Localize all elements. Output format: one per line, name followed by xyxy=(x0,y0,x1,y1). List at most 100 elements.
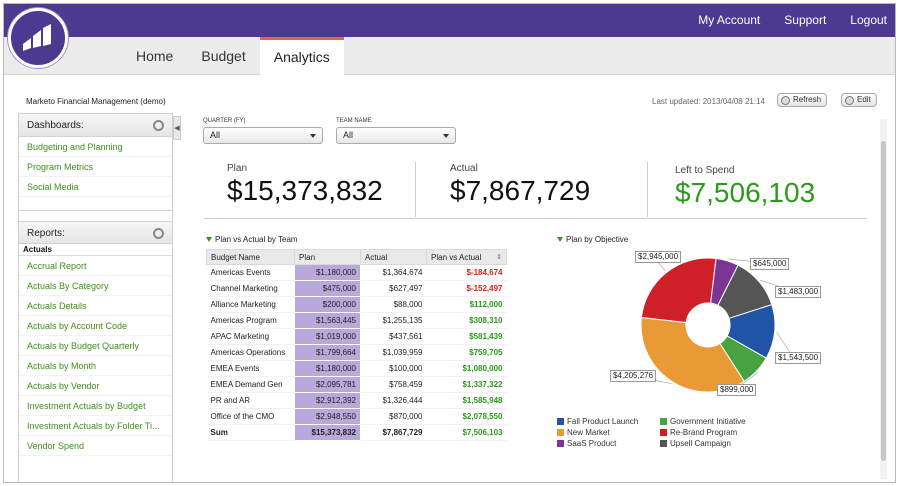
quarter-select[interactable]: All xyxy=(203,127,323,144)
table-sum-row: Sum $15,373,832 $7,867,729 $7,506,103 xyxy=(206,424,507,441)
team-select[interactable]: All xyxy=(336,127,456,144)
sidebar-item-report[interactable]: Investment Actuals by Folder Ti... xyxy=(19,416,172,436)
cell-variance: $-184,674 xyxy=(426,264,507,281)
legend-item[interactable]: Re-Brand Program xyxy=(660,428,770,437)
divider xyxy=(415,162,416,217)
sidebar-item-report[interactable]: Actuals by Budget Quarterly xyxy=(19,336,172,356)
kpi-left-value: $7,506,103 xyxy=(675,177,816,208)
filter-icon[interactable] xyxy=(206,237,212,242)
cell-variance: $112,000 xyxy=(426,296,507,313)
cell-sum-label: Sum xyxy=(206,424,295,441)
legend-item[interactable]: SaaS Product xyxy=(557,439,660,448)
table-title: Plan vs Actual by Team xyxy=(206,235,298,244)
tab-budget[interactable]: Budget xyxy=(201,48,246,64)
cell-variance: $581,439 xyxy=(426,328,507,345)
column-header-plan-vs-actual[interactable]: Plan vs Actual ⇕ xyxy=(426,249,507,265)
cell-name: PR and AR xyxy=(206,392,295,409)
column-header-plan[interactable]: Plan xyxy=(294,249,361,265)
donut-slice[interactable] xyxy=(717,264,773,319)
kpi-plan-value: $15,373,832 xyxy=(227,175,383,206)
sidebar-item-report[interactable]: Actuals by Vendor xyxy=(19,376,172,396)
sidebar-item-dashboard[interactable]: Program Metrics xyxy=(19,157,172,177)
legend-swatch xyxy=(660,418,667,425)
cell-actual: $627,497 xyxy=(360,280,427,297)
tab-home[interactable]: Home xyxy=(136,48,174,64)
cell-name: Americas Program xyxy=(206,312,295,329)
sidebar-item-dashboard[interactable]: Social Media xyxy=(19,177,172,197)
sidebar-item-report[interactable]: Actuals By Category xyxy=(19,276,172,296)
column-header-budget-name[interactable]: Budget Name xyxy=(206,249,295,265)
column-header-plan-vs-actual-label: Plan vs Actual xyxy=(431,252,482,262)
cell-plan: $1,019,000 xyxy=(294,328,361,345)
legend-item[interactable]: Government Initiative xyxy=(660,417,770,426)
gear-icon[interactable] xyxy=(153,120,164,131)
team-filter-label: TEAM NAME xyxy=(336,118,372,124)
edit-icon xyxy=(845,95,854,105)
slice-value-label: $899,000 xyxy=(717,384,757,396)
kpi-actual: Actual $7,867,729 xyxy=(450,163,590,207)
my-account-link[interactable]: My Account xyxy=(698,13,761,27)
cell-actual: $1,039,959 xyxy=(360,344,427,361)
table-row: EMEA Demand Gen $2,095,781 $758,459 $1,337,… xyxy=(206,376,507,393)
kpi-plan-label: Plan xyxy=(227,163,248,174)
chevron-left-icon: ◀ xyxy=(174,125,180,132)
cell-actual: $1,326,444 xyxy=(360,392,427,409)
logout-link[interactable]: Logout xyxy=(850,13,887,27)
legend-item[interactable]: Upsell Campaign xyxy=(660,439,770,448)
sidebar-item-report[interactable]: Actuals Details xyxy=(19,296,172,316)
cell-name: APAC Marketing xyxy=(206,328,295,345)
sidebar-item-report[interactable]: Vendor Spend xyxy=(19,436,172,456)
sidebar-item-report[interactable]: Actuals by Month xyxy=(19,356,172,376)
kpi-actual-value: $7,867,729 xyxy=(450,175,591,206)
legend-label: Government Initiative xyxy=(670,417,746,426)
cell-actual: $1,255,135 xyxy=(360,312,427,329)
table-row: PR and AR $2,912,392 $1,326,444 $1,585,948 xyxy=(206,392,507,409)
cell-variance: $1,337,322 xyxy=(426,376,507,393)
chart-legend: Fall Product Launch Government Initiativ… xyxy=(557,417,770,448)
filter-icon[interactable] xyxy=(557,237,563,242)
donut-slice[interactable] xyxy=(710,257,739,307)
donut-slice[interactable] xyxy=(640,257,717,324)
collapse-sidebar-button[interactable]: ◀ xyxy=(173,116,181,140)
table-row: APAC Marketing $1,019,000 $437,561 $581,439 xyxy=(206,328,507,345)
cell-sum-actual: $7,867,729 xyxy=(360,424,427,441)
scrollbar[interactable] xyxy=(880,119,887,479)
cell-actual: $88,000 xyxy=(360,296,427,313)
sort-icon[interactable]: ⇕ xyxy=(496,253,502,261)
refresh-icon xyxy=(781,95,790,105)
cell-sum-variance: $7,506,103 xyxy=(426,424,507,441)
cell-plan: $200,000 xyxy=(294,296,361,313)
column-header-actual[interactable]: Actual xyxy=(360,249,427,265)
legend-label: SaaS Product xyxy=(567,439,617,448)
divider xyxy=(19,197,172,211)
quarter-filter-label: QUARTER (FY) xyxy=(203,118,246,124)
table-row: Channel Marketing $475,000 $627,497 $-152,4… xyxy=(206,280,507,297)
support-link[interactable]: Support xyxy=(784,13,827,27)
tab-analytics[interactable]: Analytics xyxy=(259,37,344,76)
gear-icon[interactable] xyxy=(153,228,164,239)
legend-item[interactable]: Fall Product Launch xyxy=(557,417,660,426)
marketo-logo[interactable] xyxy=(8,8,68,68)
cell-name: Alliance Marketing xyxy=(206,296,295,313)
top-bar: My Account Support Logout xyxy=(4,4,895,37)
scrollbar-thumb[interactable] xyxy=(881,141,886,461)
kpi-left-to-spend: Left to Spend $7,506,103 xyxy=(675,165,815,209)
edit-button[interactable]: Edit xyxy=(841,93,877,107)
sidebar-item-dashboard[interactable]: Budgeting and Planning xyxy=(19,137,172,157)
sidebar-item-report[interactable]: Investment Actuals by Budget xyxy=(19,396,172,416)
cell-name: Americas Operations xyxy=(206,344,295,361)
donut-slice[interactable] xyxy=(719,335,767,383)
table-row: Alliance Marketing $200,000 $88,000 $112,00… xyxy=(206,296,507,313)
legend-item[interactable]: New Market xyxy=(557,428,660,437)
sidebar-item-report[interactable]: Accrual Report xyxy=(19,256,172,276)
cell-plan: $475,000 xyxy=(294,280,361,297)
slice-value-label: $1,483,000 xyxy=(775,286,822,298)
nav-bar: Home Budget Analytics xyxy=(4,37,895,76)
cell-name: Americas Events xyxy=(206,264,295,281)
sidebar-item-report[interactable]: Actuals by Account Code xyxy=(19,316,172,336)
refresh-button[interactable]: Refresh xyxy=(777,93,828,107)
quarter-select-value: All xyxy=(210,130,221,140)
reports-header: Reports: xyxy=(19,221,172,244)
donut-slice[interactable] xyxy=(726,303,776,359)
donut-slice[interactable] xyxy=(640,316,745,393)
